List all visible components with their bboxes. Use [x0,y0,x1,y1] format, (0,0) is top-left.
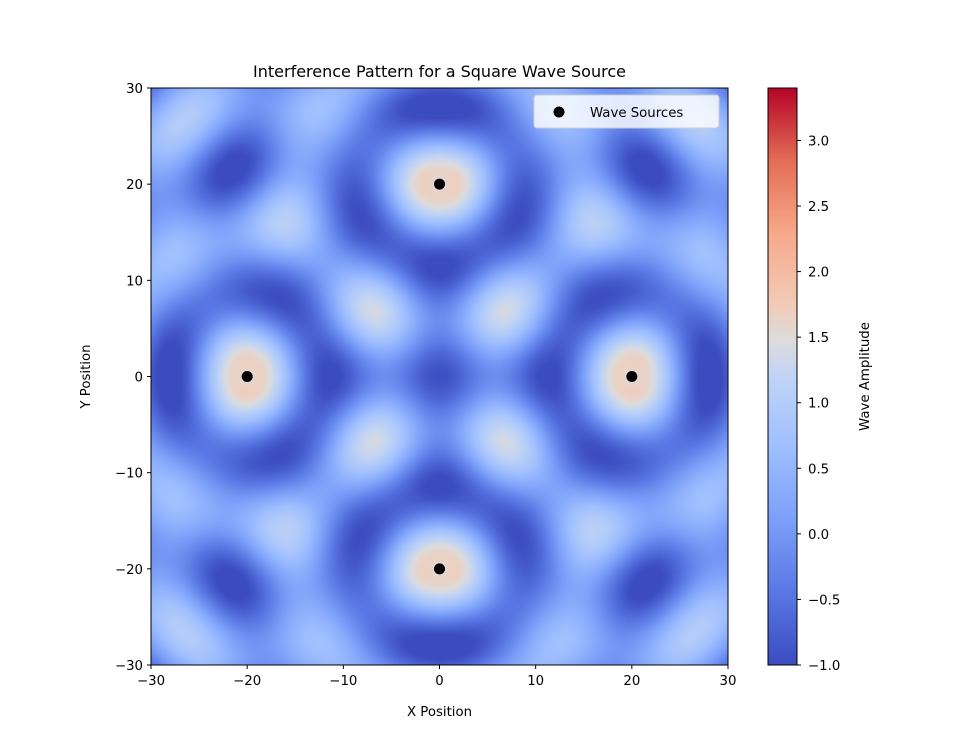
colorbar-tick-label: −0.5 [808,593,840,608]
colorbar-tick-label: 0.5 [808,462,829,477]
colorbar-ticks: −1.0 −0.5 0.0 0.5 1.0 1.5 2.0 2.5 3.0 [797,134,840,674]
colorbar-tick-label: 2.0 [808,266,829,281]
colorbar-label: Wave Amplitude [858,322,873,431]
x-tick-label: 20 [623,674,640,689]
legend: Wave Sources [533,94,720,129]
y-tick-label: −30 [115,659,143,674]
colorbar-tick-label: 1.0 [808,397,829,412]
interference-heatmap [151,88,728,665]
y-axis-label: Y Position [79,344,94,409]
y-tick-label: −20 [115,563,143,578]
x-axis-label: X Position [407,705,472,720]
x-tick-label: −20 [233,674,261,689]
y-tick-label: 10 [126,274,143,289]
x-tick-label: 30 [720,674,737,689]
y-tick-label: 20 [126,178,143,193]
x-tick-label: −30 [137,674,165,689]
wave-source-point [626,371,638,382]
chart-title: Interference Pattern for a Square Wave S… [253,62,626,81]
y-tick-label: 30 [126,82,143,97]
colorbar-tick-label: 1.5 [808,331,829,346]
colorbar-tick-label: 0.0 [808,528,829,543]
wave-source-markers [241,178,638,575]
wave-source-point [434,563,445,575]
y-tick-label: 0 [135,371,143,386]
wave-source-point [434,178,445,190]
x-tick-label: −10 [329,674,357,689]
x-tick-label: 10 [527,674,544,689]
legend-box [533,94,720,129]
legend-marker [553,106,565,118]
y-tick-label: −10 [115,467,143,482]
legend-entry-wave-sources: Wave Sources [590,106,683,121]
colorbar [767,87,798,666]
x-axis-ticks: −30 −20 −10 0 10 20 30 [137,665,736,689]
y-axis-ticks: −30 −20 −10 0 10 20 30 [115,82,151,674]
plot-area [151,88,728,665]
x-tick-label: 0 [435,674,443,689]
colorbar-tick-label: −1.0 [808,659,840,674]
colorbar-tick-label: 3.0 [808,134,829,149]
colorbar-tick-label: 2.5 [808,200,829,215]
wave-source-point [241,371,253,382]
